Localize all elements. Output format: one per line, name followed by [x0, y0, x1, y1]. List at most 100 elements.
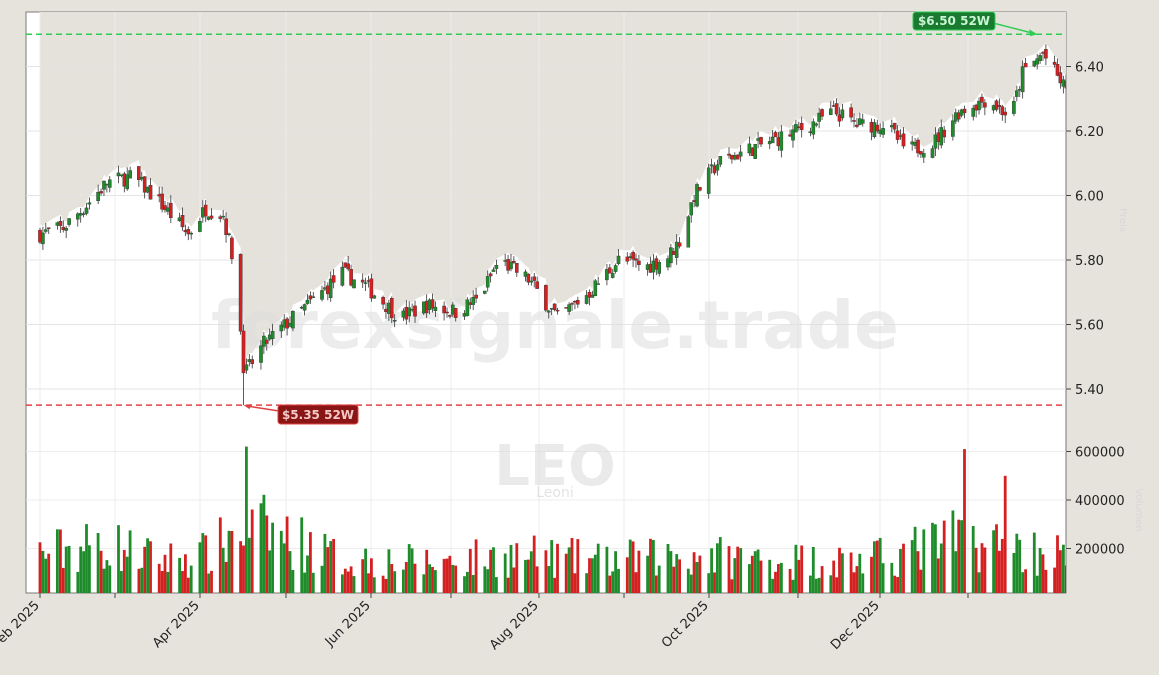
- candle-body: [340, 266, 345, 286]
- candle-body: [320, 290, 324, 300]
- candle-body: [773, 132, 778, 138]
- volume-bar: [588, 558, 591, 593]
- price-tick-label: 6.00: [1075, 190, 1104, 205]
- volume-bar: [556, 543, 559, 593]
- candle-body: [125, 174, 129, 190]
- candle-body: [727, 153, 731, 156]
- candle-body: [1038, 55, 1042, 62]
- price-tick-label: 5.80: [1075, 254, 1104, 269]
- candle-body: [509, 261, 513, 270]
- candle-body: [488, 273, 493, 277]
- candle-body: [715, 164, 720, 171]
- volume-bar: [890, 562, 894, 593]
- volume-bar: [736, 546, 740, 593]
- candle-body: [1012, 101, 1016, 114]
- candle-body: [590, 294, 595, 298]
- volume-bar: [346, 571, 350, 593]
- volume-bar: [614, 551, 617, 593]
- candle-body: [136, 166, 141, 180]
- volume-bar: [1012, 553, 1016, 593]
- volume-bar: [178, 557, 181, 593]
- volume-bar: [971, 526, 975, 593]
- volume-bar: [570, 538, 574, 593]
- volume-bar: [326, 547, 330, 593]
- volume-bar: [1021, 572, 1025, 593]
- volume-bar: [448, 555, 452, 593]
- volume-bar: [128, 530, 132, 593]
- volume-bar: [535, 566, 539, 593]
- candle-body: [956, 112, 961, 120]
- volume-bar: [899, 549, 902, 593]
- candle-body: [799, 122, 804, 130]
- volume-bar: [451, 564, 455, 593]
- volume-bar: [224, 561, 228, 593]
- volume-bar: [963, 449, 966, 593]
- volume-bar: [649, 538, 652, 593]
- volume-bar: [631, 541, 635, 593]
- volume-bar: [1000, 539, 1004, 593]
- volume-bar: [550, 540, 554, 593]
- volume-bar: [442, 558, 446, 593]
- candle-body: [128, 170, 132, 179]
- volume-bar: [169, 543, 173, 593]
- candle-body: [346, 263, 351, 270]
- volume-bar: [591, 558, 594, 593]
- candle-body: [1052, 61, 1057, 65]
- volume-bar: [117, 525, 120, 593]
- candle-body: [41, 232, 45, 245]
- candle-body: [218, 216, 223, 219]
- volume-bar: [791, 579, 795, 593]
- volume-bar: [902, 543, 905, 593]
- volume-bar: [852, 572, 856, 593]
- candle-body: [849, 107, 853, 118]
- volume-bar: [288, 551, 292, 593]
- watermark: forexsignale.trade: [211, 287, 899, 364]
- candle-body: [270, 331, 275, 339]
- volume-bar: [390, 564, 394, 593]
- candle-body: [177, 217, 182, 222]
- candle-body: [706, 167, 711, 194]
- volume-bar: [146, 538, 149, 593]
- volume-bar: [1018, 539, 1022, 593]
- volume-bar: [669, 551, 673, 593]
- volume-bar: [750, 555, 754, 593]
- candle-body: [305, 299, 310, 304]
- volume-bar: [230, 531, 234, 593]
- volume-bar: [593, 554, 597, 593]
- volume-bar: [38, 542, 42, 593]
- candle-body: [352, 279, 356, 289]
- volume-bar: [367, 573, 370, 593]
- candle-body: [1023, 63, 1028, 68]
- volume-bar: [654, 575, 658, 593]
- candle-body: [552, 303, 557, 310]
- volume-bar: [1064, 565, 1066, 593]
- candle-body: [1064, 80, 1066, 89]
- volume-bar: [364, 548, 367, 593]
- volume-bar: [370, 558, 373, 593]
- candle-body: [820, 109, 824, 117]
- volume-bar: [157, 563, 161, 593]
- volume-bar: [768, 559, 772, 593]
- volume-bar: [983, 547, 987, 593]
- volume-bar: [143, 546, 147, 593]
- volume-bar: [163, 554, 167, 593]
- candle-body: [922, 153, 926, 158]
- volume-bar: [916, 551, 920, 593]
- volume-bar: [466, 571, 469, 593]
- candle-body: [87, 202, 92, 205]
- volume-bar: [311, 572, 315, 593]
- volume-bar: [608, 575, 612, 593]
- candle-body: [448, 315, 452, 317]
- volume-bar: [695, 562, 699, 593]
- volume-bar: [160, 571, 164, 593]
- candle-body: [494, 265, 499, 269]
- candle-body: [674, 241, 679, 258]
- candle-body: [532, 276, 536, 281]
- volume-bar: [611, 571, 615, 593]
- candle-body: [529, 280, 534, 283]
- volume-bar: [245, 446, 248, 593]
- volume-bar: [617, 568, 620, 593]
- volume-bar: [474, 539, 478, 593]
- candle-body: [148, 184, 153, 200]
